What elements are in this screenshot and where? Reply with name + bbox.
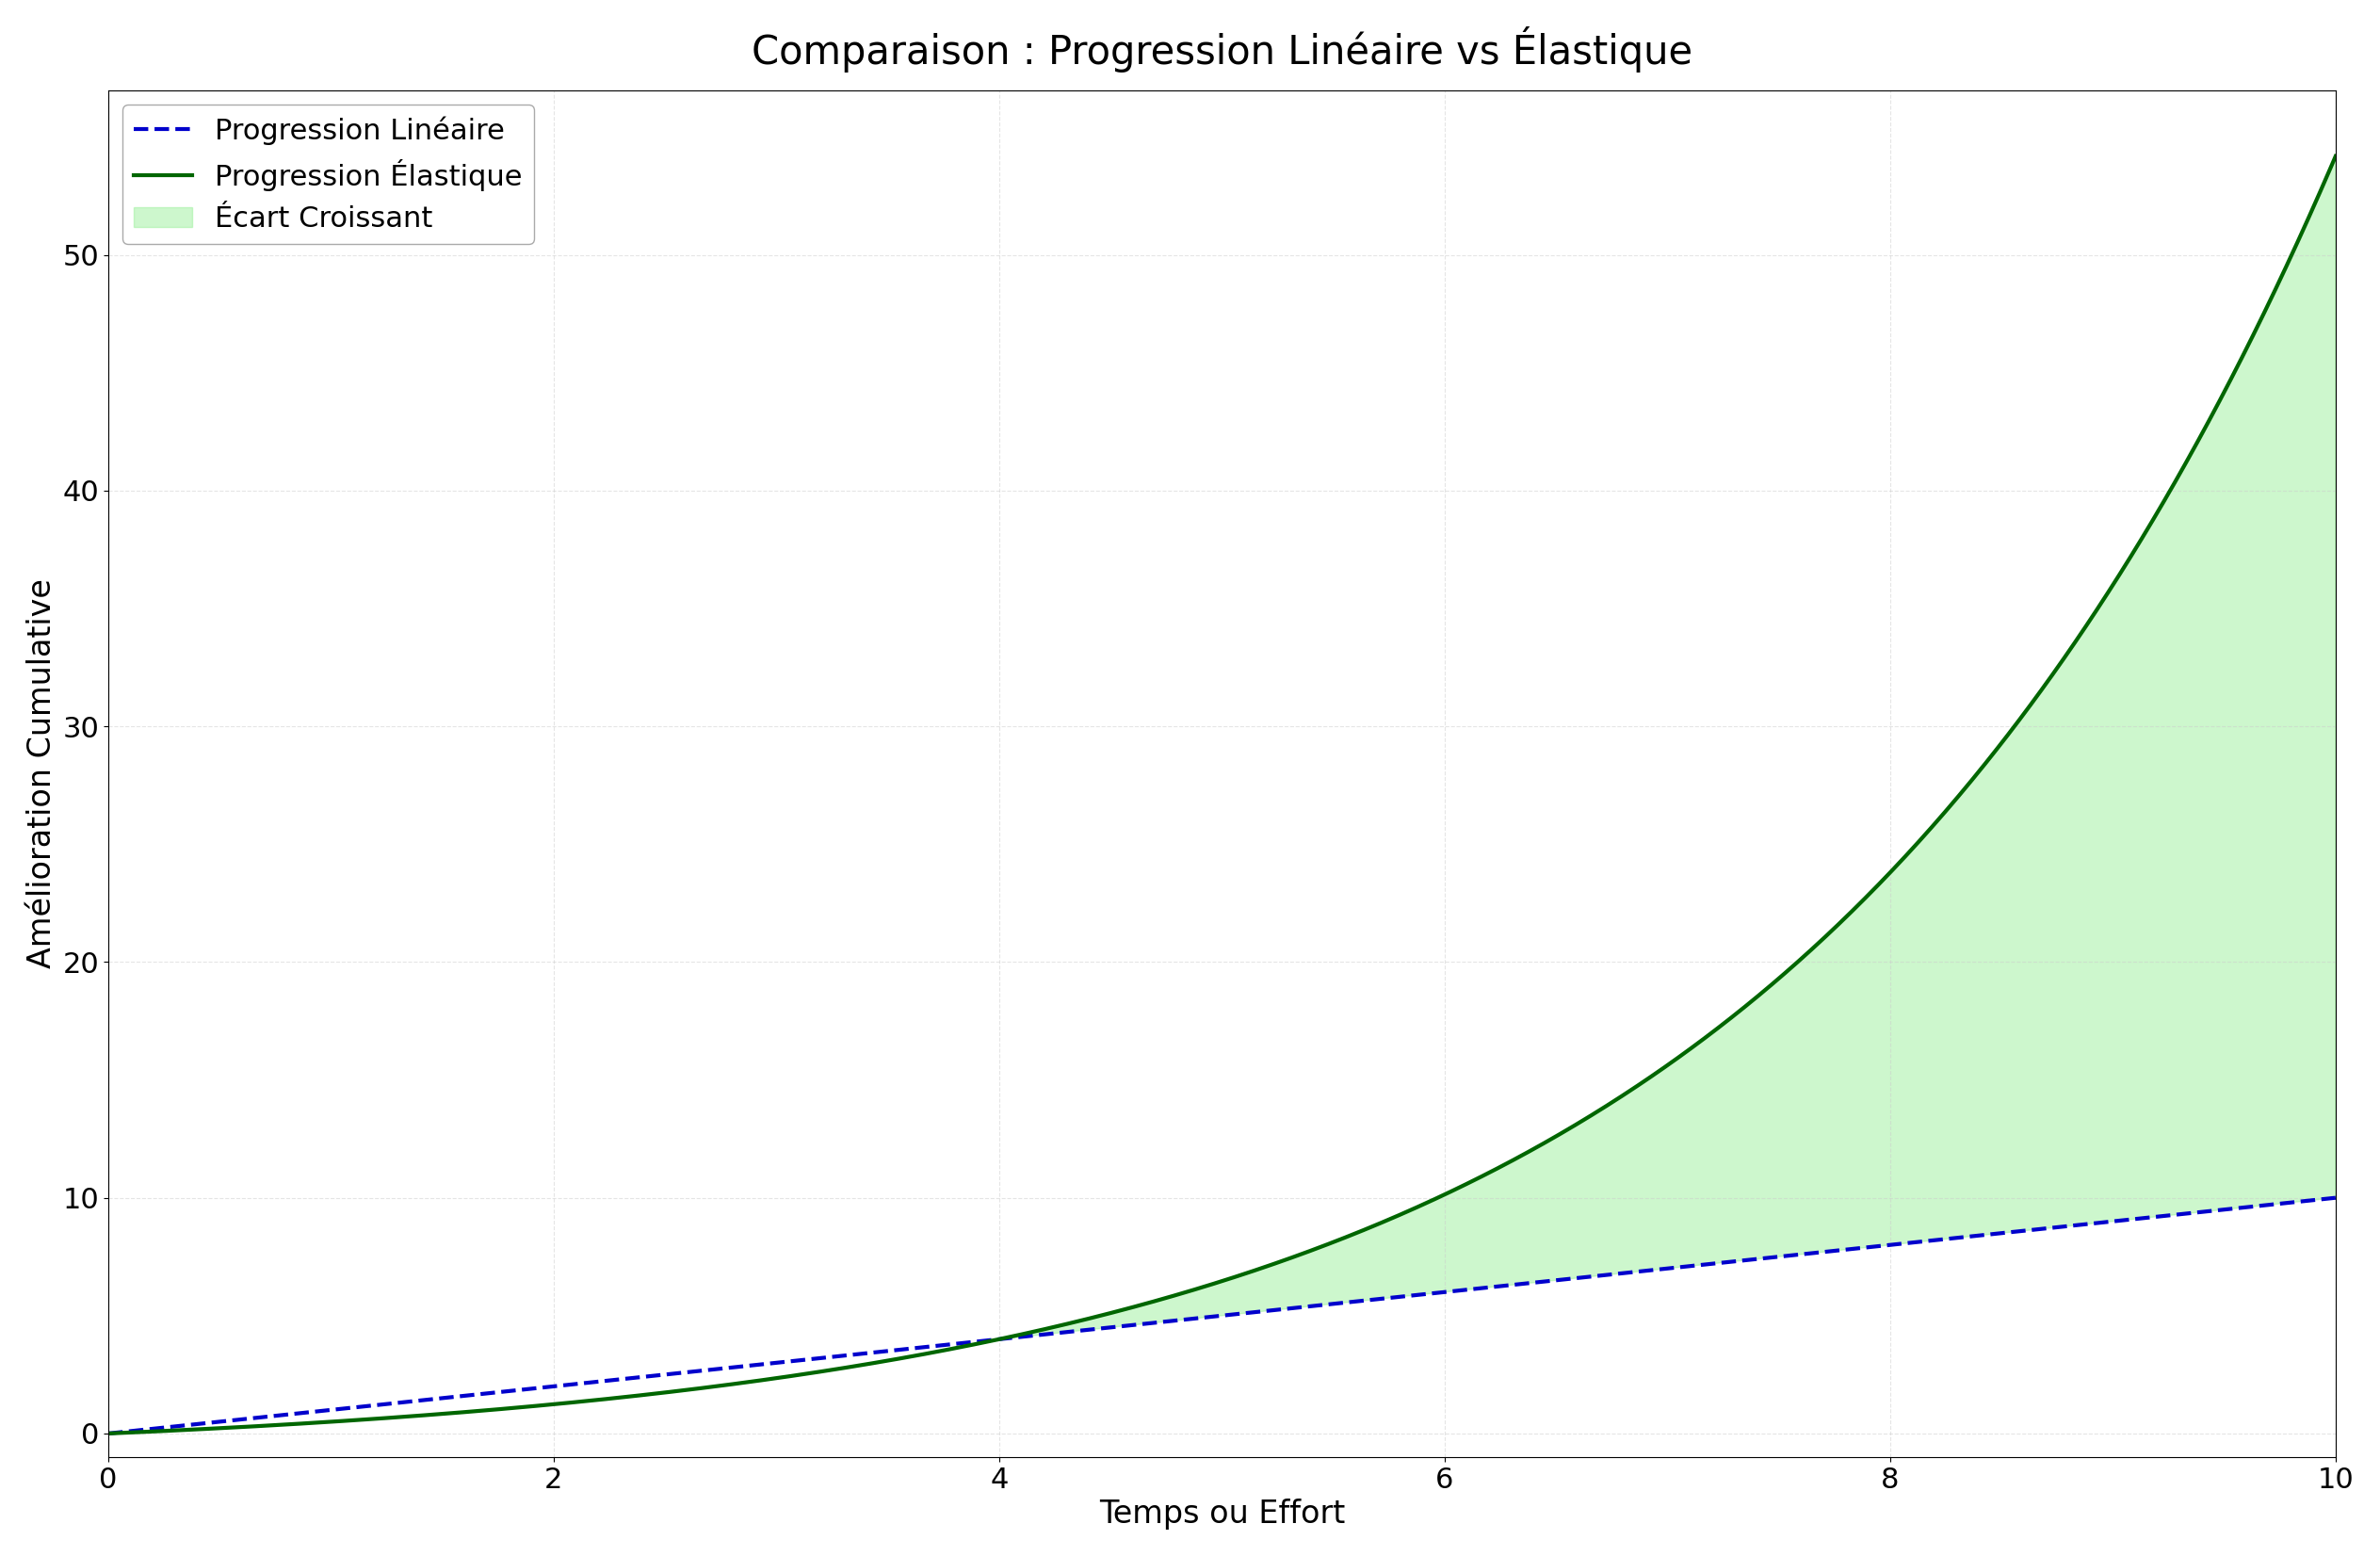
X-axis label: Temps ou Effort: Temps ou Effort — [1100, 1498, 1345, 1530]
Progression Élastique — [2320, 146, 2349, 165]
Title: Comparaison : Progression Linéaire vs Élastique: Comparaison : Progression Linéaire vs Él… — [752, 26, 1692, 72]
Progression Élastique — [1076, 1309, 1104, 1327]
Progression Linéaire — [1623, 1262, 1652, 1281]
Y-axis label: Amélioration Cumulative: Amélioration Cumulative — [26, 579, 57, 968]
Progression Élastique — [1623, 1077, 1652, 1095]
Progression Élastique — [1871, 868, 1899, 887]
Line: Progression Élastique: Progression Élastique — [107, 156, 2335, 1433]
Progression Linéaire — [995, 1329, 1023, 1347]
Line: Progression Linéaire: Progression Linéaire — [107, 1198, 2335, 1433]
Progression Élastique — [93, 1424, 121, 1442]
Progression Linéaire — [321, 1400, 350, 1419]
Progression Linéaire — [1871, 1235, 1899, 1254]
Progression Linéaire — [1830, 1240, 1859, 1259]
Progression Linéaire — [93, 1424, 121, 1442]
Progression Élastique — [321, 1413, 350, 1432]
Progression Linéaire — [2320, 1189, 2349, 1207]
Legend: Progression Linéaire, Progression Élastique, Écart Croissant: Progression Linéaire, Progression Élasti… — [124, 104, 533, 244]
Progression Élastique — [995, 1327, 1023, 1346]
Progression Linéaire — [1076, 1321, 1104, 1340]
Progression Élastique — [1830, 909, 1859, 927]
